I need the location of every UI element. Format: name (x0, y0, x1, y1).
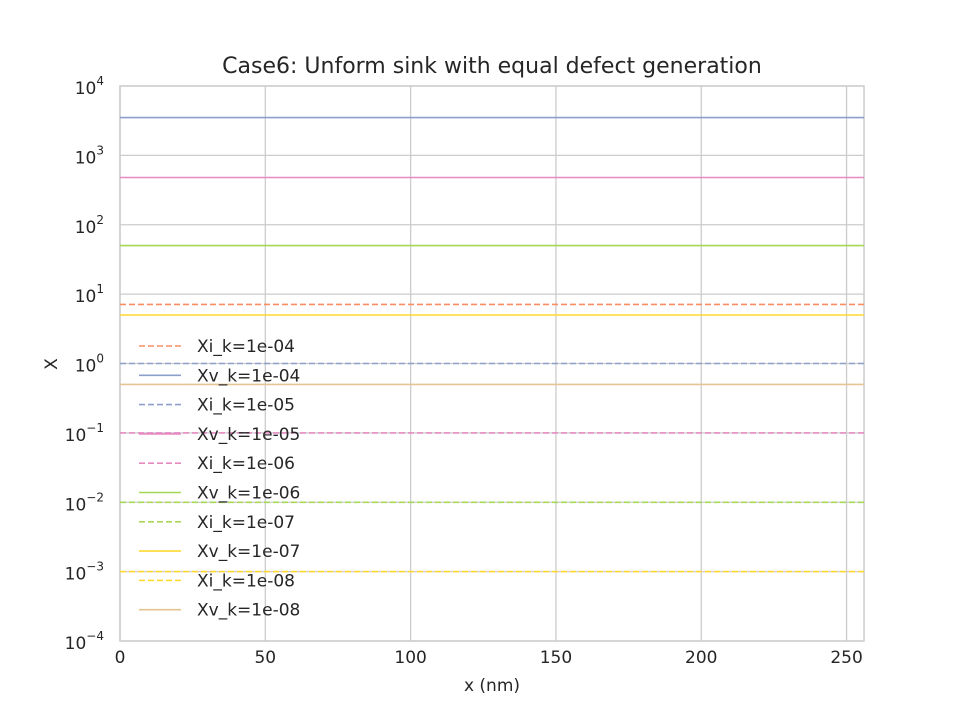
legend-label: Xv_k=1e-04 (197, 366, 300, 386)
plot-area: 0 50 100 150 200 250 104 103 102 101 100 10−1 10−2 10… (65, 74, 865, 668)
x-tick-label: 0 (115, 648, 126, 668)
legend-label: Xi_k=1e-04 (197, 337, 295, 357)
y-tick-label: 10−4 (65, 629, 104, 654)
y-tick-label: 10−3 (65, 560, 104, 585)
x-tick-label: 250 (830, 648, 862, 668)
legend-label: Xv_k=1e-08 (197, 601, 300, 621)
legend-label: Xi_k=1e-08 (197, 571, 295, 591)
y-tick-label: 100 (75, 352, 104, 377)
legend: Xi_k=1e-04 Xv_k=1e-04 Xi_k=1e-05 Xv_k=1e-05… (139, 337, 300, 621)
legend-label: Xv_k=1e-05 (197, 425, 300, 445)
y-axis-label: X (42, 358, 62, 370)
legend-label: Xi_k=1e-06 (197, 454, 295, 474)
y-tick-label: 102 (75, 213, 104, 238)
legend-label: Xv_k=1e-06 (197, 484, 300, 504)
legend-label: Xi_k=1e-07 (197, 513, 295, 533)
y-tick-label: 103 (75, 143, 104, 168)
y-tick-label: 104 (75, 74, 104, 99)
x-axis-label: x (nm) (464, 676, 520, 696)
legend-label: Xv_k=1e-07 (197, 542, 300, 562)
chart-title: Case6: Unform sink with equal defect gen… (222, 54, 762, 79)
legend-label: Xi_k=1e-05 (197, 396, 295, 416)
x-tick-label: 150 (540, 648, 572, 668)
y-tick-label: 10−1 (65, 421, 104, 446)
x-tick-label: 100 (394, 648, 426, 668)
x-tick-label: 200 (685, 648, 717, 668)
y-tick-label: 101 (75, 282, 104, 307)
y-tick-label: 10−2 (65, 490, 104, 515)
x-tick-label: 50 (254, 648, 276, 668)
